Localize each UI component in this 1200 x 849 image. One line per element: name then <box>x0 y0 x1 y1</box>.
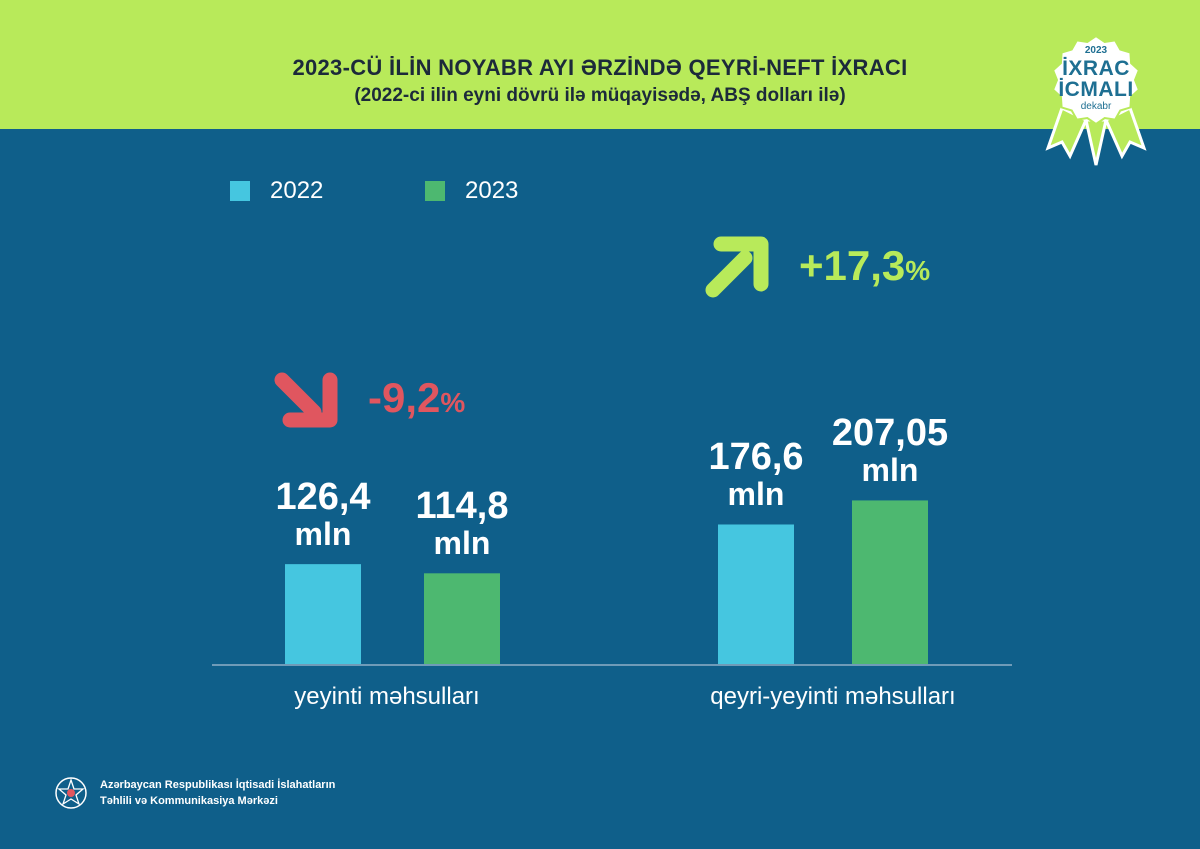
data-label-nonfood-2023: 207,05 mln <box>831 412 949 489</box>
footer-line-2: Təhlili və Kommunikasiya Mərkəzi <box>100 795 278 807</box>
badge-month: dekabr <box>1080 101 1112 112</box>
bar-nonfood-2022 <box>718 524 794 664</box>
bar-food-2022 <box>285 564 361 664</box>
data-label-nonfood-2022: 176,6 mln <box>708 436 804 513</box>
page-subtitle: (2022-ci ilin eyni dövrü ilə müqayisədə,… <box>354 85 846 106</box>
badge-line-2: İCMALI <box>1058 78 1134 101</box>
arrow-up-right-icon <box>705 236 769 298</box>
bar-nonfood-2023 <box>852 500 928 664</box>
badge-year: 2023 <box>1084 45 1108 56</box>
badge-line-1: İXRAC <box>1062 57 1130 80</box>
change-value-nonfood: +17,3% <box>799 242 931 289</box>
legend-swatch-2023 <box>425 181 445 201</box>
badge-rosette-icon <box>1045 34 1147 166</box>
change-value-food: -9,2% <box>368 374 466 421</box>
legend-label-2023: 2023 <box>465 177 519 204</box>
data-label-food-2023: 114,8 mln <box>415 485 509 562</box>
footer-line-1: Azərbaycan Respublikası İqtisadi İslahat… <box>100 778 336 791</box>
page-title: 2023-CÜ İLİN NOYABR AYI ƏRZİNDƏ QEYRİ-NE… <box>292 55 908 80</box>
data-label-food-2022: 126,4 mln <box>275 476 371 553</box>
export-review-badge: 2023 İXRAC İCMALI dekabr <box>1040 20 1152 170</box>
legend-label-2022: 2022 <box>270 177 324 204</box>
change-indicator-nonfood: +17,3% <box>705 234 930 298</box>
legend-item-2022: 2022 <box>230 177 324 204</box>
legend-swatch-2022 <box>230 181 250 201</box>
footer-org: Azərbaycan Respublikası İqtisadi İslahat… <box>54 776 335 810</box>
category-label-food: yeyinti məhsulları <box>294 683 480 710</box>
emblem-icon <box>55 777 87 809</box>
bar-food-2023 <box>424 573 500 664</box>
change-indicator-food: -9,2% <box>274 366 465 430</box>
legend-item-2023: 2023 <box>425 177 519 204</box>
arrow-down-right-icon <box>274 372 338 428</box>
category-label-nonfood: qeyri-yeyinti məhsulları <box>710 683 956 710</box>
header-band <box>0 0 1200 129</box>
